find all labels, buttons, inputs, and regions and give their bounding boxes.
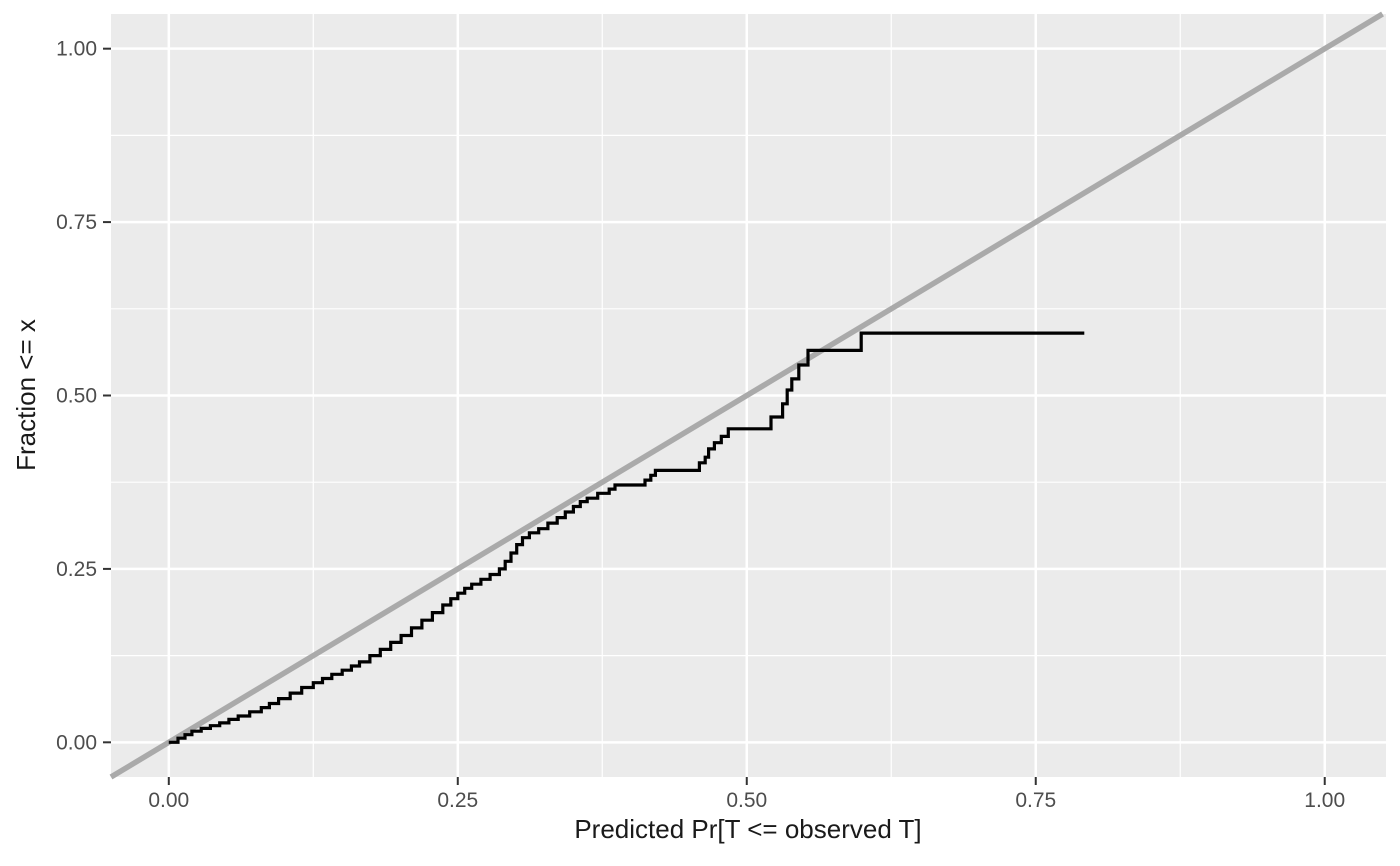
y-tick-label: 0.25 bbox=[56, 558, 97, 581]
reference-diagonal-line bbox=[109, 11, 1384, 780]
x-tick-label: 0.00 bbox=[148, 789, 189, 812]
y-tick-label: 1.00 bbox=[56, 38, 97, 61]
x-tick-label: 0.75 bbox=[1015, 789, 1056, 812]
ecdf-step-line bbox=[168, 331, 1085, 744]
y-tick-label: 0.00 bbox=[56, 731, 97, 754]
x-tick-label: 0.25 bbox=[437, 789, 478, 812]
y-axis-title: Fraction <= x bbox=[11, 319, 41, 471]
x-axis-title: Predicted Pr[T <= observed T] bbox=[574, 814, 922, 844]
y-tick-label: 0.50 bbox=[56, 385, 97, 408]
x-tick-label: 0.50 bbox=[726, 789, 767, 812]
x-tick-label: 1.00 bbox=[1304, 789, 1345, 812]
y-tick-label: 0.75 bbox=[56, 211, 97, 234]
